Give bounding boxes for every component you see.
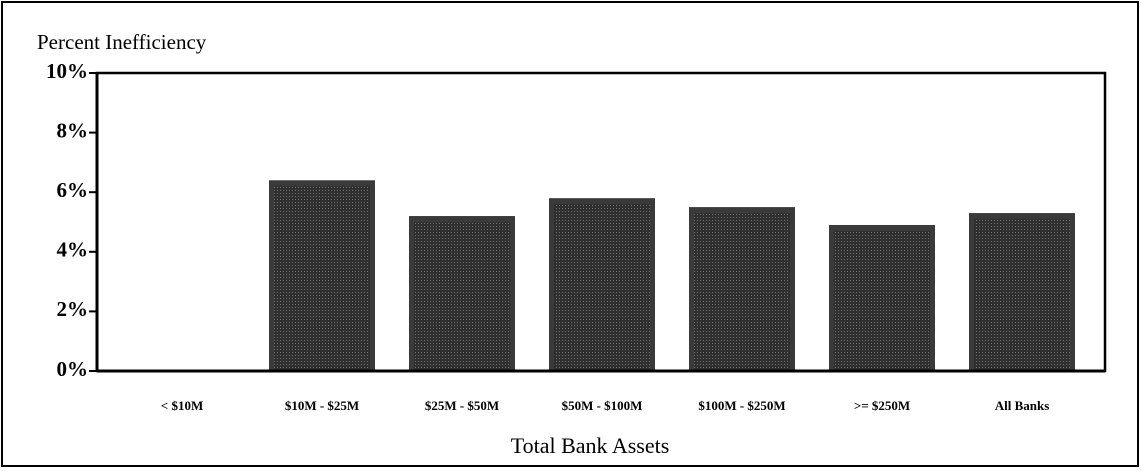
y-tick-label: 8% <box>57 118 89 142</box>
bar-texture <box>274 186 370 371</box>
chart-title: Percent Inefficiency <box>37 30 207 54</box>
x-tick-label: $10M - $25M <box>285 398 359 413</box>
bar-texture <box>694 213 790 371</box>
bar-texture <box>974 219 1070 371</box>
bar-texture <box>554 204 650 371</box>
x-axis-title: Total Bank Assets <box>511 433 670 458</box>
bar-texture <box>414 222 510 371</box>
x-tick-label: All Banks <box>995 398 1050 413</box>
y-tick-label: 4% <box>57 238 89 262</box>
x-tick-label: $25M - $50M <box>425 398 499 413</box>
x-tick-label: >= $250M <box>854 398 910 413</box>
y-tick-label: 6% <box>57 178 89 202</box>
x-tick-label: $100M - $250M <box>698 398 785 413</box>
x-tick-label: $50M - $100M <box>562 398 643 413</box>
y-tick-label: 2% <box>57 297 89 321</box>
y-tick-label: 10% <box>46 59 88 83</box>
y-tick-label: 0% <box>57 357 89 381</box>
bar-texture <box>834 230 930 371</box>
x-tick-label: < $10M <box>161 398 203 413</box>
